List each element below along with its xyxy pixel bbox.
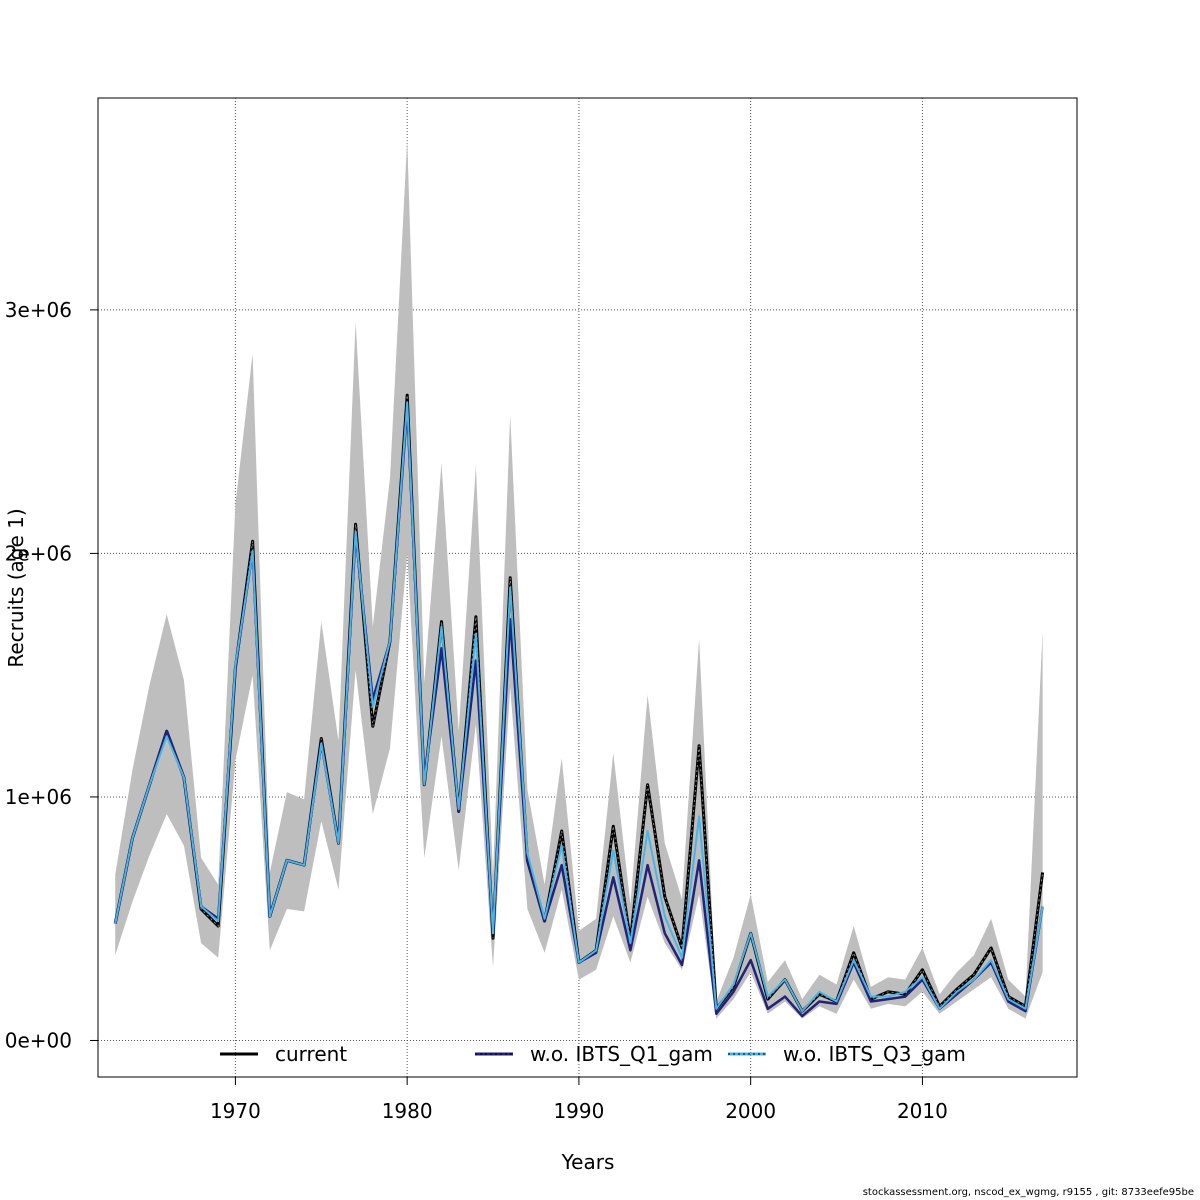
x-axis-title: Years <box>561 1150 615 1174</box>
y-tick-label: 3e+06 <box>5 298 72 322</box>
x-tick-label: 1990 <box>553 1099 604 1123</box>
x-tick-label: 1980 <box>382 1099 433 1123</box>
legend: current w.o. IBTS_Q1_gam w.o. IBTS_Q3_gam <box>220 1042 966 1066</box>
x-tick-label: 2010 <box>897 1099 948 1123</box>
x-tick-label: 2000 <box>725 1099 776 1123</box>
series-lines <box>113 393 1045 1018</box>
confidence-band <box>115 139 1043 1019</box>
plot-frame <box>97 97 1078 1078</box>
y-axis: 0e+00 1e+06 2e+06 3e+06 <box>5 298 98 1052</box>
y-axis-title: Recruits (age 1) <box>4 508 28 667</box>
x-tick-label: 1970 <box>210 1099 261 1123</box>
x-axis: 1970 1980 1990 2000 2010 <box>210 1077 948 1123</box>
legend-label: w.o. IBTS_Q1_gam <box>530 1042 713 1066</box>
series-line-2 <box>114 401 1044 1013</box>
y-tick-label: 0e+00 <box>5 1028 72 1052</box>
legend-label: w.o. IBTS_Q3_gam <box>783 1042 966 1066</box>
legend-label: current <box>275 1042 347 1066</box>
y-tick-label: 2e+06 <box>5 541 72 565</box>
series-line-0-dots <box>114 395 1044 1013</box>
footer-credit: stockassessment.org, nscod_ex_wgmg, r915… <box>862 1187 1194 1198</box>
y-tick-label: 1e+06 <box>5 785 72 809</box>
